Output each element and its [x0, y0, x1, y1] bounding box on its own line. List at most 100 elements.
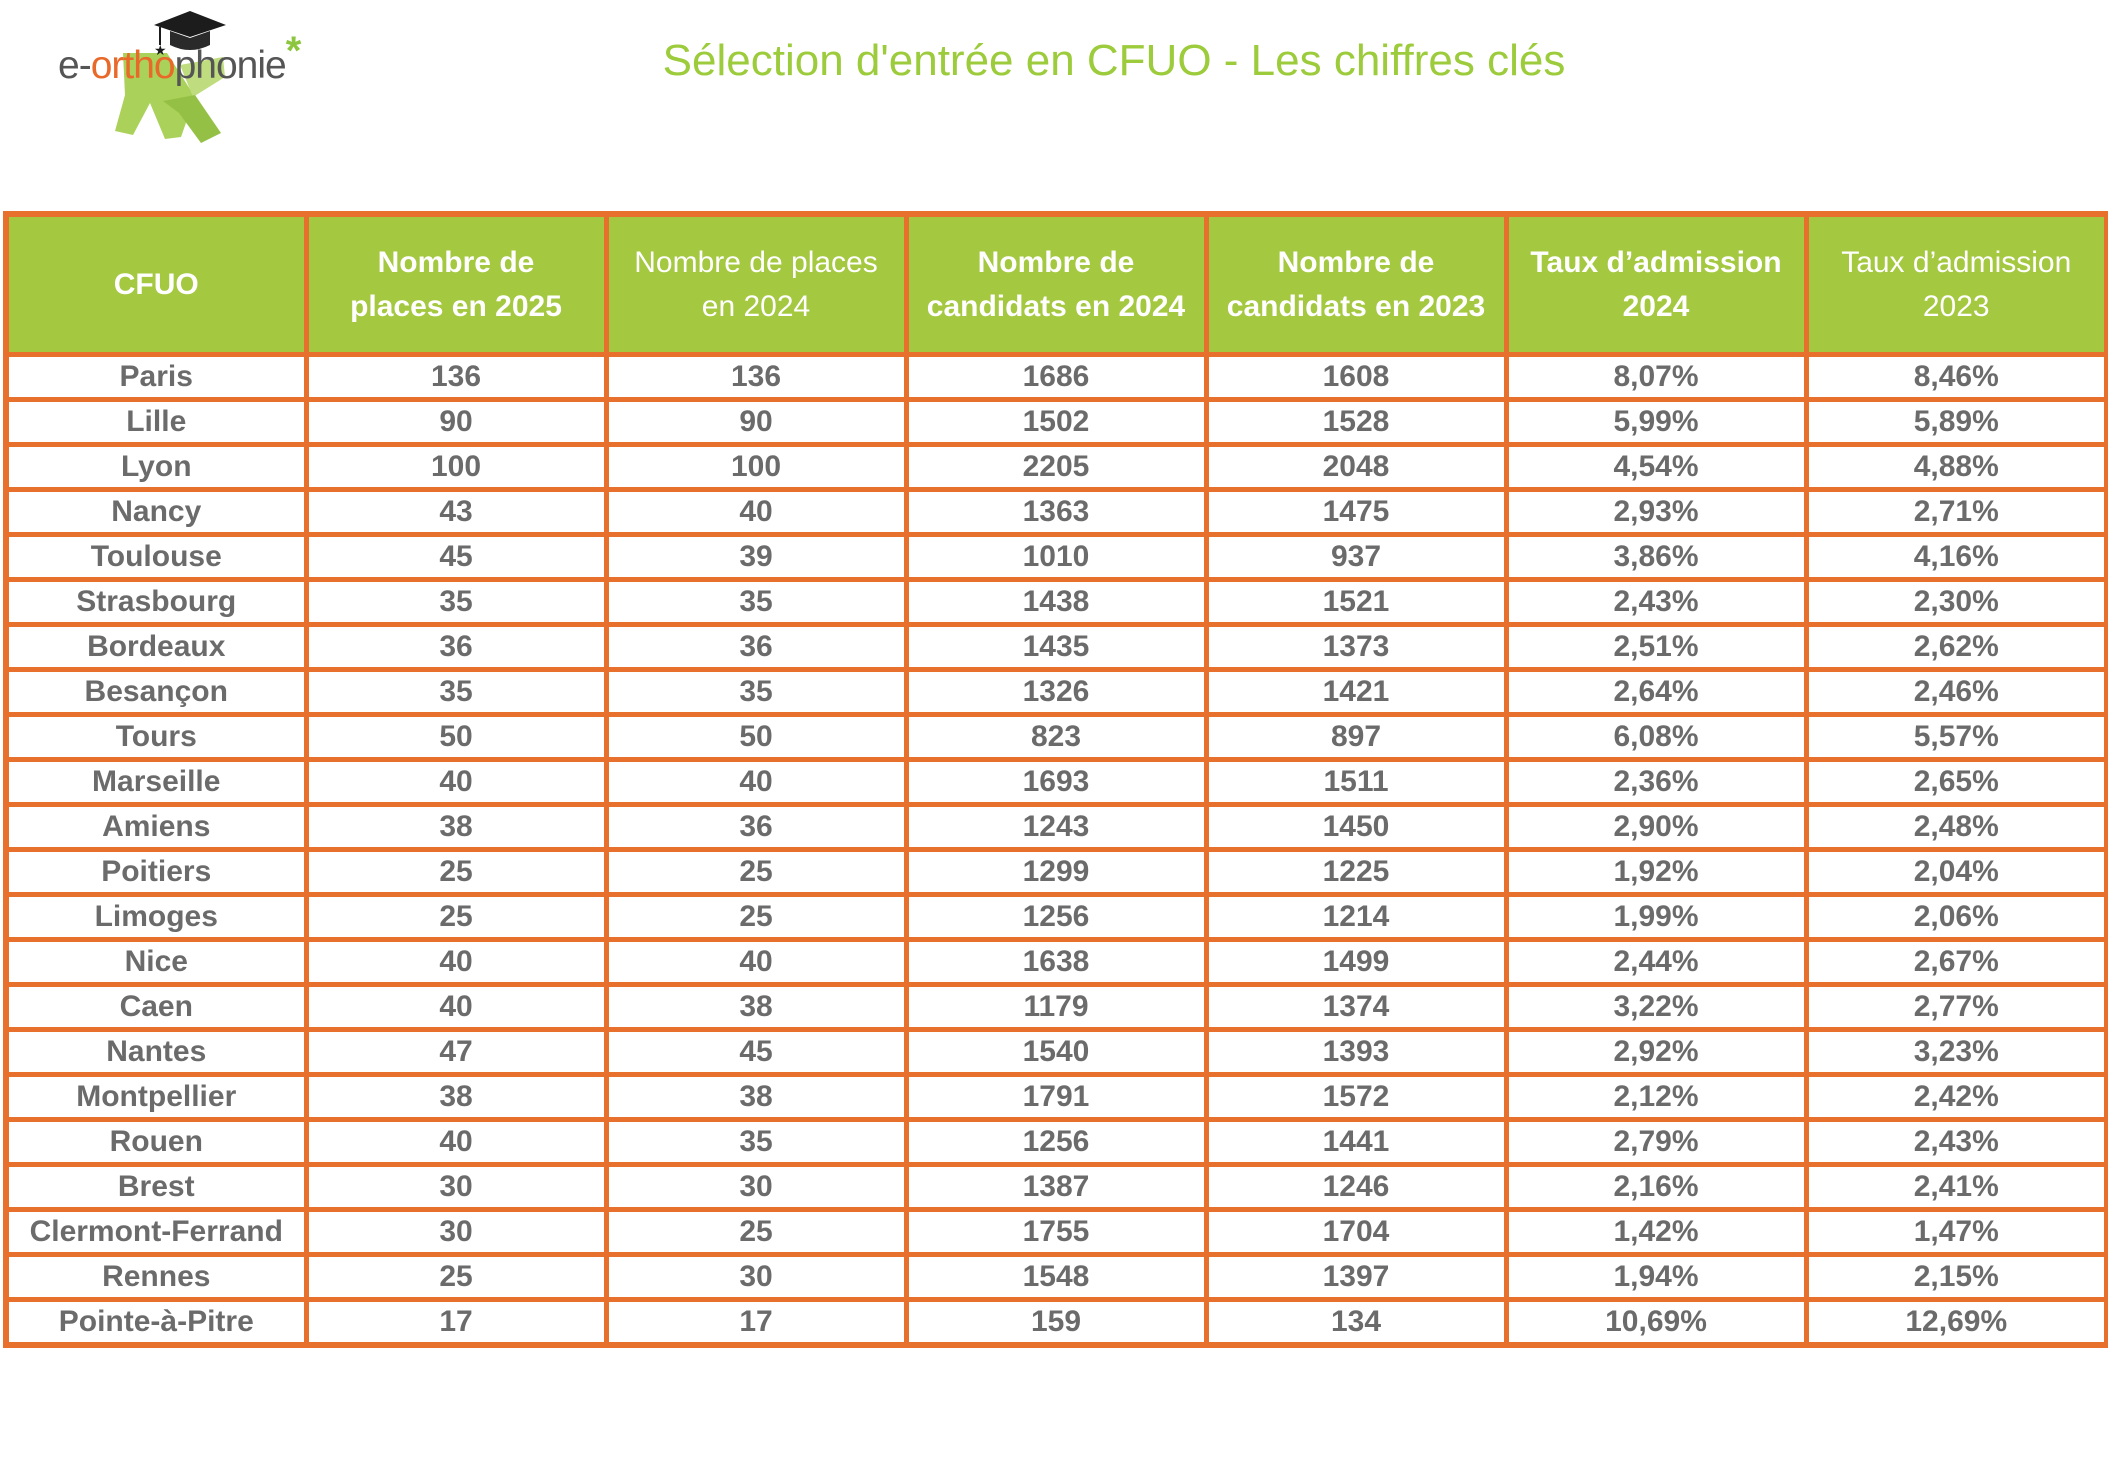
- places-2024-cell: 25: [603, 847, 909, 897]
- table-row: Strasbourg 35 35 1438 1521 2,43% 2,30%: [3, 577, 2108, 627]
- table-row: Nantes 47 45 1540 1393 2,92% 3,23%: [3, 1027, 2108, 1077]
- table-row: Nice 40 40 1638 1499 2,44% 2,67%: [3, 937, 2108, 987]
- places-2024-cell: 40: [603, 937, 909, 987]
- graduation-cap-icon: ★: [154, 11, 226, 59]
- taux-2024-cell: 2,92%: [1503, 1027, 1809, 1077]
- candidats-2024-cell: 1326: [903, 667, 1209, 717]
- candidats-2024-cell: 159: [903, 1297, 1209, 1348]
- candidats-2024-cell: 1435: [903, 622, 1209, 672]
- table-row: Rouen 40 35 1256 1441 2,79% 2,43%: [3, 1117, 2108, 1167]
- places-2024-cell: 30: [603, 1162, 909, 1212]
- table-row: Besançon 35 35 1326 1421 2,64% 2,46%: [3, 667, 2108, 717]
- taux-2023-cell: 2,65%: [1803, 757, 2108, 807]
- taux-2023-cell: 2,48%: [1803, 802, 2108, 852]
- table-body: Paris 136 136 1686 1608 8,07% 8,46% Lille 90 90 15…: [3, 352, 2108, 1348]
- taux-2024-cell: 1,94%: [1503, 1252, 1809, 1302]
- candidats-2024-cell: 1755: [903, 1207, 1209, 1257]
- taux-2024-cell: 2,51%: [1503, 622, 1809, 672]
- table-row: Tours 50 50 823 897 6,08% 5,57%: [3, 712, 2108, 762]
- places-2025-cell: 17: [303, 1297, 609, 1348]
- table-row: Limoges 25 25 1256 1214 1,99% 2,06%: [3, 892, 2108, 942]
- candidats-2023-cell: 1397: [1203, 1252, 1509, 1302]
- candidats-2024-cell: 1540: [903, 1027, 1209, 1077]
- candidats-2023-cell: 1528: [1203, 397, 1509, 447]
- candidats-2023-cell: 1225: [1203, 847, 1509, 897]
- candidats-2024-cell: 1693: [903, 757, 1209, 807]
- taux-2023-cell: 5,57%: [1803, 712, 2108, 762]
- cfuo-cell: Lyon: [3, 442, 309, 492]
- places-2024-cell: 38: [603, 1072, 909, 1122]
- taux-2023-cell: 2,62%: [1803, 622, 2108, 672]
- taux-2023-cell: 5,89%: [1803, 397, 2108, 447]
- places-2025-cell: 40: [303, 982, 609, 1032]
- places-2024-cell: 17: [603, 1297, 909, 1348]
- header-places-2025: Nombre de places en 2025: [303, 211, 609, 357]
- places-2024-cell: 25: [603, 1207, 909, 1257]
- table-row: Caen 40 38 1179 1374 3,22% 2,77%: [3, 982, 2108, 1032]
- candidats-2024-cell: 1387: [903, 1162, 1209, 1212]
- places-2024-cell: 40: [603, 757, 909, 807]
- e-orthophonie-logo: ★ e-orthophonie*: [55, 5, 355, 145]
- taux-2024-cell: 1,42%: [1503, 1207, 1809, 1257]
- candidats-2023-cell: 1499: [1203, 937, 1509, 987]
- candidats-2024-cell: 1438: [903, 577, 1209, 627]
- places-2024-cell: 40: [603, 487, 909, 537]
- table-row: Toulouse 45 39 1010 937 3,86% 4,16%: [3, 532, 2108, 582]
- places-2024-cell: 136: [603, 352, 909, 402]
- taux-2024-cell: 10,69%: [1503, 1297, 1809, 1348]
- places-2024-cell: 100: [603, 442, 909, 492]
- places-2025-cell: 35: [303, 577, 609, 627]
- table-row: Clermont-Ferrand 30 25 1755 1704 1,42% 1,47%: [3, 1207, 2108, 1257]
- places-2024-cell: 38: [603, 982, 909, 1032]
- candidats-2023-cell: 897: [1203, 712, 1509, 762]
- places-2025-cell: 45: [303, 532, 609, 582]
- candidats-2023-cell: 1475: [1203, 487, 1509, 537]
- cfuo-cell: Toulouse: [3, 532, 309, 582]
- places-2024-cell: 35: [603, 577, 909, 627]
- cfuo-cell: Strasbourg: [3, 577, 309, 627]
- places-2024-cell: 50: [603, 712, 909, 762]
- cfuo-cell: Besançon: [3, 667, 309, 717]
- places-2025-cell: 38: [303, 802, 609, 852]
- table-row: Nancy 43 40 1363 1475 2,93% 2,71%: [3, 487, 2108, 537]
- taux-2024-cell: 2,93%: [1503, 487, 1809, 537]
- taux-2023-cell: 2,67%: [1803, 937, 2108, 987]
- taux-2023-cell: 8,46%: [1803, 352, 2108, 402]
- candidats-2023-cell: 1441: [1203, 1117, 1509, 1167]
- places-2025-cell: 40: [303, 937, 609, 987]
- candidats-2023-cell: 1373: [1203, 622, 1509, 672]
- taux-2024-cell: 6,08%: [1503, 712, 1809, 762]
- taux-2024-cell: 2,16%: [1503, 1162, 1809, 1212]
- taux-2023-cell: 2,30%: [1803, 577, 2108, 627]
- places-2024-cell: 45: [603, 1027, 909, 1077]
- cfuo-cell: Pointe-à-Pitre: [3, 1297, 309, 1348]
- table-row: Marseille 40 40 1693 1511 2,36% 2,65%: [3, 757, 2108, 807]
- candidats-2023-cell: 1521: [1203, 577, 1509, 627]
- header-candidats-2024: Nombre de candidats en 2024: [903, 211, 1209, 357]
- places-2025-cell: 25: [303, 847, 609, 897]
- candidats-2023-cell: 1511: [1203, 757, 1509, 807]
- logo-wordmark: e-orthophonie*: [58, 29, 301, 87]
- places-2025-cell: 40: [303, 757, 609, 807]
- places-2024-cell: 35: [603, 1117, 909, 1167]
- candidats-2023-cell: 1608: [1203, 352, 1509, 402]
- taux-2023-cell: 2,04%: [1803, 847, 2108, 897]
- table-row: Amiens 38 36 1243 1450 2,90% 2,48%: [3, 802, 2108, 852]
- candidats-2024-cell: 1010: [903, 532, 1209, 582]
- places-2025-cell: 25: [303, 1252, 609, 1302]
- table-row: Pointe-à-Pitre 17 17 159 134 10,69% 12,69%: [3, 1297, 2108, 1348]
- taux-2023-cell: 1,47%: [1803, 1207, 2108, 1257]
- candidats-2023-cell: 1246: [1203, 1162, 1509, 1212]
- taux-2023-cell: 2,15%: [1803, 1252, 2108, 1302]
- candidats-2024-cell: 1179: [903, 982, 1209, 1032]
- taux-2024-cell: 2,43%: [1503, 577, 1809, 627]
- candidats-2024-cell: 1502: [903, 397, 1209, 447]
- candidats-2024-cell: 2205: [903, 442, 1209, 492]
- table-row: Poitiers 25 25 1299 1225 1,92% 2,04%: [3, 847, 2108, 897]
- places-2025-cell: 40: [303, 1117, 609, 1167]
- taux-2023-cell: 2,41%: [1803, 1162, 2108, 1212]
- places-2024-cell: 25: [603, 892, 909, 942]
- taux-2023-cell: 3,23%: [1803, 1027, 2108, 1077]
- page-title: Sélection d'entrée en CFUO - Les chiffre…: [662, 36, 1566, 85]
- taux-2023-cell: 4,16%: [1803, 532, 2108, 582]
